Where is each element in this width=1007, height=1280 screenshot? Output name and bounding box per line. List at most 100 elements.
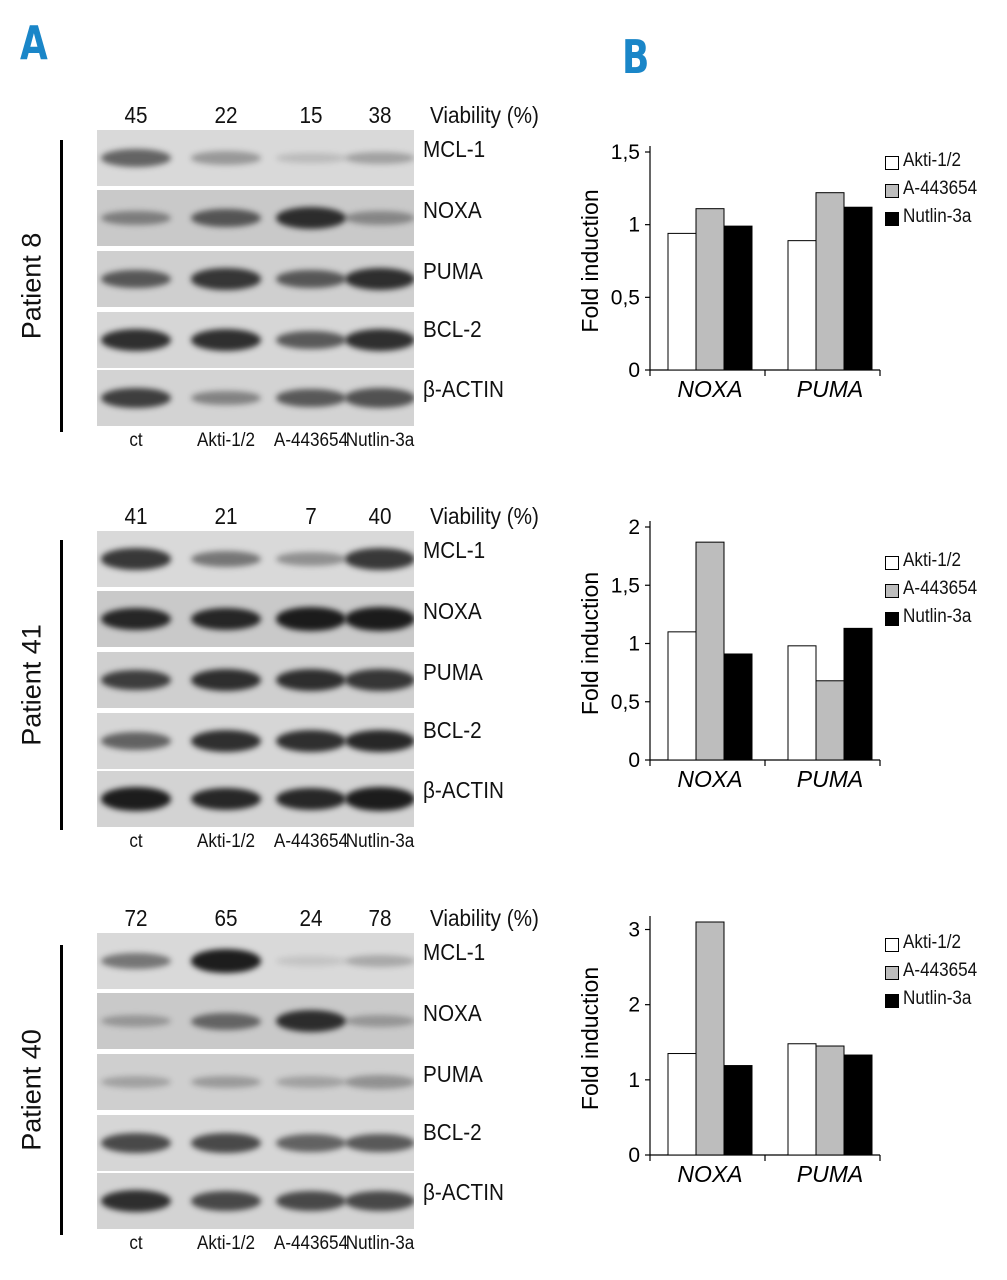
lane-label: A-443654 [273,831,349,852]
band [345,787,414,811]
band [101,1075,171,1089]
y-axis-label: Fold induction [577,967,603,1110]
blot-strip [97,370,414,426]
bar-nutlin-3a [843,206,873,371]
legend-swatch [885,612,899,626]
band [101,732,171,750]
bar-akti-1-2 [787,240,817,371]
band [276,388,346,408]
bar-nutlin-3a [843,627,873,761]
y-tick-label: 3 [628,919,640,942]
bar-a-443654 [695,541,725,761]
band [276,152,346,164]
category-label: NOXA [677,766,742,792]
band [276,730,346,752]
panel-label-b: B [622,30,650,84]
band [276,551,346,567]
viability-label: Viability (%) [430,905,539,931]
band [276,1075,346,1089]
lane-label: Nutlin-3a [345,831,415,852]
y-axis-label: Fold induction [577,189,603,332]
band [101,1133,171,1153]
band [101,607,171,631]
bar-a-443654 [695,921,725,1156]
bar-nutlin-3a [723,1065,753,1156]
viability-value: 24 [299,905,323,931]
legend-swatch [885,938,899,952]
bar-nutlin-3a [723,653,753,761]
protein-label: PUMA [423,659,483,685]
bar-nutlin-3a [843,1054,873,1156]
category-label: NOXA [677,1161,742,1187]
lane-label: Akti-1/2 [197,1233,255,1254]
band [191,550,261,568]
band [276,1191,346,1211]
patient-bracket [60,945,63,1235]
lane-label: ct [129,1233,143,1254]
blot-strip [97,312,414,368]
protein-label: BCL-2 [423,316,482,342]
legend-swatch [885,966,899,980]
protein-label: BCL-2 [423,717,482,743]
lane-label: ct [129,831,143,852]
blot-strip [97,1173,414,1229]
legend-swatch [885,994,899,1008]
bar-akti-1-2 [787,645,817,761]
protein-label: MCL-1 [423,537,486,563]
band [191,1012,261,1030]
patient-bracket [60,140,63,432]
viability-label: Viability (%) [430,503,539,529]
legend-swatch [885,556,899,570]
bar-akti-1-2 [667,1053,697,1156]
band [276,607,346,631]
band [345,548,414,570]
band [191,390,261,406]
blot-strip [97,1115,414,1171]
protein-label: BCL-2 [423,1119,482,1145]
viability-value: 45 [124,102,148,128]
protein-label: β-ACTIN [423,777,504,803]
category-label: NOXA [677,376,742,402]
band [101,548,171,570]
lane-label: ct [129,430,143,451]
blot-strip [97,190,414,246]
band [276,669,346,691]
band [191,329,261,351]
bar-akti-1-2 [667,631,697,761]
band [101,1014,171,1028]
legend-label: A-443654 [903,960,978,981]
legend-swatch [885,584,899,598]
bar-akti-1-2 [667,232,697,371]
protein-label: β-ACTIN [423,1179,504,1205]
y-tick-label: 0,5 [611,691,640,714]
band [345,669,414,691]
viability-value: 65 [214,905,238,931]
band [191,669,261,691]
lane-label: Nutlin-3a [345,1233,415,1254]
band [191,730,261,752]
lane-label: A-443654 [273,430,349,451]
y-tick-label: 0 [628,359,640,382]
band [276,269,346,289]
bar-a-443654 [815,1045,845,1156]
protein-label: MCL-1 [423,939,486,965]
band [345,329,414,351]
band [276,207,346,229]
bar-a-443654 [815,192,845,371]
legend-swatch [885,184,899,198]
fold-induction-chart-patient-8: 0 0,5 1 1,5 Fold induction NOXA PUMA [560,140,1000,410]
fold-induction-chart-patient-40: 0 1 2 3 Fold induction NOXA PUMA [560,916,1000,1195]
legend-label: Nutlin-3a [903,988,972,1009]
band [345,729,414,753]
blot-strip [97,531,414,587]
band [101,329,171,351]
legend-label: Akti-1/2 [903,932,961,953]
y-axis-label: Fold induction [577,572,603,715]
lane-label: A-443654 [273,1233,349,1254]
band [345,1191,414,1211]
band [345,268,414,290]
band [101,1190,171,1212]
viability-value: 7 [305,503,317,529]
legend-swatch [885,212,899,226]
y-tick-label: 0,5 [611,286,640,309]
